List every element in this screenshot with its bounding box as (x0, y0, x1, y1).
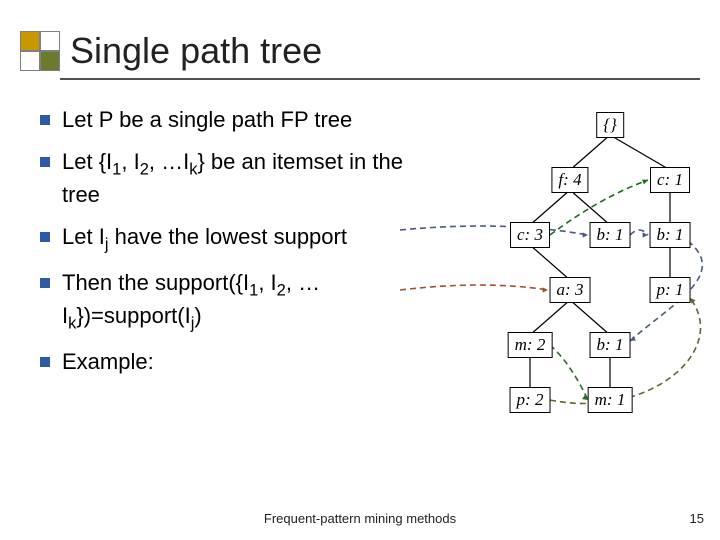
title-row: Single path tree (20, 30, 322, 72)
bullet-text: Example: (62, 347, 154, 377)
title-square-icon (20, 31, 60, 71)
bullet-text: Let P be a single path FP tree (62, 105, 352, 135)
tree-node: {} (596, 112, 624, 138)
bullet-square-icon (40, 278, 50, 288)
tree-node: b: 1 (650, 222, 691, 248)
bullet-text: Let {I1, I2, …Ik} be an itemset in the t… (62, 147, 440, 210)
bullet-text: Then the support({I1, I2, …Ik})=support(… (62, 268, 440, 335)
bullet-square-icon (40, 357, 50, 367)
tree-node: a: 3 (550, 277, 591, 303)
bullet-item: Then the support({I1, I2, …Ik})=support(… (40, 268, 440, 335)
tree-node: b: 1 (590, 222, 631, 248)
bullet-item: Example: (40, 347, 440, 377)
bullet-list: Let P be a single path FP tree Let {I1, I… (40, 105, 440, 389)
tree-node: p: 1 (650, 277, 691, 303)
tree-node: m: 1 (588, 387, 633, 413)
slide-title: Single path tree (70, 30, 322, 72)
bullet-item: Let {I1, I2, …Ik} be an itemset in the t… (40, 147, 440, 210)
tree-node: c: 1 (650, 167, 690, 193)
bullet-square-icon (40, 115, 50, 125)
bullet-item: Let P be a single path FP tree (40, 105, 440, 135)
tree-node: m: 2 (508, 332, 553, 358)
bullet-square-icon (40, 157, 50, 167)
bullet-text: Let Ij have the lowest support (62, 222, 347, 256)
page-number: 15 (690, 511, 704, 526)
bullet-item: Let Ij have the lowest support (40, 222, 440, 256)
title-underline (60, 78, 700, 80)
tree-node: b: 1 (590, 332, 631, 358)
tree-node: p: 2 (510, 387, 551, 413)
bullet-square-icon (40, 232, 50, 242)
fp-tree-diagram: {} f: 4 c: 1 c: 3 b: 1 b: 1 a: 3 p: 1 m: 2 b: 1 p:… (430, 100, 710, 460)
tree-node: c: 3 (510, 222, 550, 248)
tree-node: f: 4 (551, 167, 588, 193)
footer-text: Frequent-pattern mining methods (0, 511, 720, 526)
